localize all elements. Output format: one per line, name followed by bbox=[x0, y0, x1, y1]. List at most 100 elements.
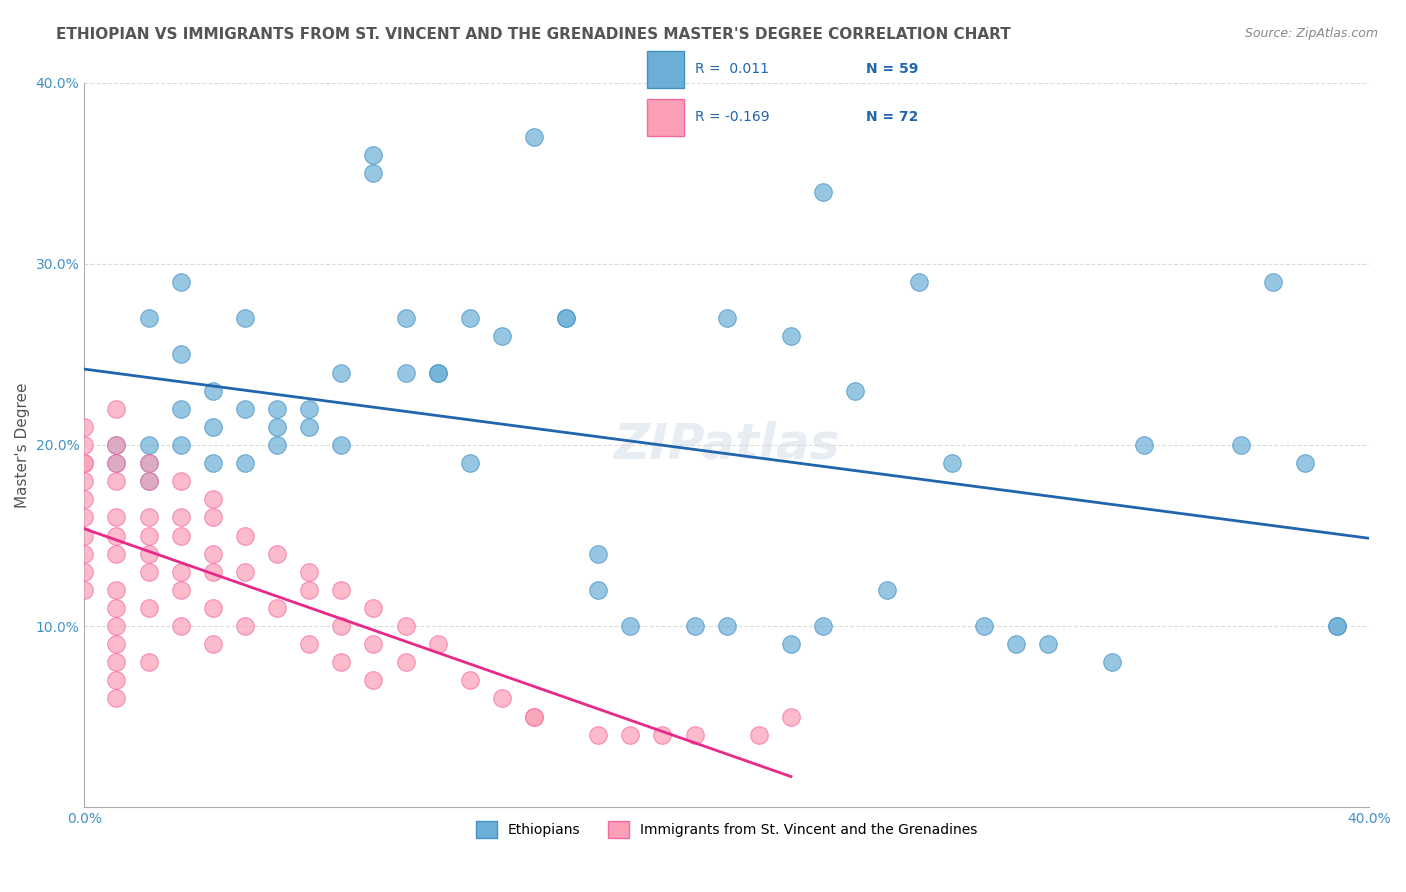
Point bbox=[73, 420, 96, 434]
Point bbox=[586, 728, 609, 742]
Point bbox=[105, 691, 128, 706]
Point bbox=[266, 401, 288, 416]
FancyBboxPatch shape bbox=[647, 99, 683, 136]
Point bbox=[105, 582, 128, 597]
Text: ETHIOPIAN VS IMMIGRANTS FROM ST. VINCENT AND THE GRENADINES MASTER'S DEGREE CORR: ETHIOPIAN VS IMMIGRANTS FROM ST. VINCENT… bbox=[56, 27, 1011, 42]
Point bbox=[1261, 275, 1284, 289]
Point bbox=[233, 311, 256, 326]
Point bbox=[138, 565, 160, 579]
Point bbox=[105, 456, 128, 470]
Point bbox=[330, 619, 353, 633]
Point bbox=[298, 420, 321, 434]
Point bbox=[201, 547, 224, 561]
Point bbox=[298, 401, 321, 416]
Point bbox=[844, 384, 866, 398]
Point bbox=[266, 601, 288, 615]
Point bbox=[105, 619, 128, 633]
Point bbox=[330, 366, 353, 380]
Point bbox=[138, 510, 160, 524]
Point bbox=[748, 728, 770, 742]
Point bbox=[169, 401, 191, 416]
Point bbox=[105, 655, 128, 669]
Point bbox=[73, 528, 96, 542]
Point bbox=[169, 510, 191, 524]
Point bbox=[780, 329, 803, 343]
Point bbox=[105, 547, 128, 561]
Point bbox=[394, 619, 416, 633]
Point bbox=[523, 709, 546, 723]
Point bbox=[266, 547, 288, 561]
Point bbox=[876, 582, 898, 597]
Point bbox=[458, 673, 481, 688]
Point bbox=[651, 728, 673, 742]
Point bbox=[73, 547, 96, 561]
Point bbox=[619, 619, 641, 633]
Point bbox=[716, 619, 738, 633]
Text: ZIPatlas: ZIPatlas bbox=[613, 421, 839, 469]
Point bbox=[201, 637, 224, 651]
Point bbox=[363, 148, 385, 162]
Point bbox=[169, 347, 191, 361]
Point bbox=[138, 474, 160, 488]
Point bbox=[233, 528, 256, 542]
Point bbox=[105, 510, 128, 524]
Point bbox=[1326, 619, 1348, 633]
Point bbox=[908, 275, 931, 289]
Point bbox=[1229, 438, 1251, 452]
Point bbox=[1294, 456, 1316, 470]
Point bbox=[491, 329, 513, 343]
Point bbox=[105, 401, 128, 416]
Point bbox=[138, 601, 160, 615]
Point bbox=[811, 185, 834, 199]
Point bbox=[201, 456, 224, 470]
Point bbox=[233, 565, 256, 579]
Point bbox=[780, 709, 803, 723]
Point bbox=[394, 366, 416, 380]
Point bbox=[201, 420, 224, 434]
Point bbox=[426, 366, 449, 380]
Point bbox=[138, 456, 160, 470]
Point bbox=[169, 565, 191, 579]
Point bbox=[138, 528, 160, 542]
Point bbox=[426, 637, 449, 651]
Point bbox=[586, 582, 609, 597]
Text: R = -0.169: R = -0.169 bbox=[695, 111, 769, 124]
Point bbox=[169, 474, 191, 488]
Point bbox=[394, 311, 416, 326]
Point bbox=[73, 438, 96, 452]
FancyBboxPatch shape bbox=[647, 51, 683, 88]
Point bbox=[298, 565, 321, 579]
Point bbox=[330, 582, 353, 597]
Point bbox=[73, 474, 96, 488]
Point bbox=[105, 474, 128, 488]
Point bbox=[1133, 438, 1156, 452]
Point bbox=[201, 510, 224, 524]
Point bbox=[363, 673, 385, 688]
Point bbox=[201, 492, 224, 507]
Point bbox=[73, 456, 96, 470]
Point bbox=[555, 311, 578, 326]
Point bbox=[233, 619, 256, 633]
Point bbox=[458, 311, 481, 326]
Point bbox=[233, 401, 256, 416]
Point bbox=[266, 420, 288, 434]
Point bbox=[169, 619, 191, 633]
Point bbox=[363, 637, 385, 651]
Point bbox=[555, 311, 578, 326]
Point bbox=[458, 456, 481, 470]
Point bbox=[1004, 637, 1026, 651]
Point bbox=[266, 438, 288, 452]
Point bbox=[811, 619, 834, 633]
Point bbox=[1036, 637, 1059, 651]
Point bbox=[683, 728, 706, 742]
Point bbox=[973, 619, 995, 633]
Point bbox=[716, 311, 738, 326]
Point bbox=[105, 601, 128, 615]
Point bbox=[169, 438, 191, 452]
Point bbox=[330, 655, 353, 669]
Point bbox=[138, 456, 160, 470]
Point bbox=[169, 528, 191, 542]
Point bbox=[105, 673, 128, 688]
Point bbox=[105, 438, 128, 452]
Point bbox=[363, 601, 385, 615]
